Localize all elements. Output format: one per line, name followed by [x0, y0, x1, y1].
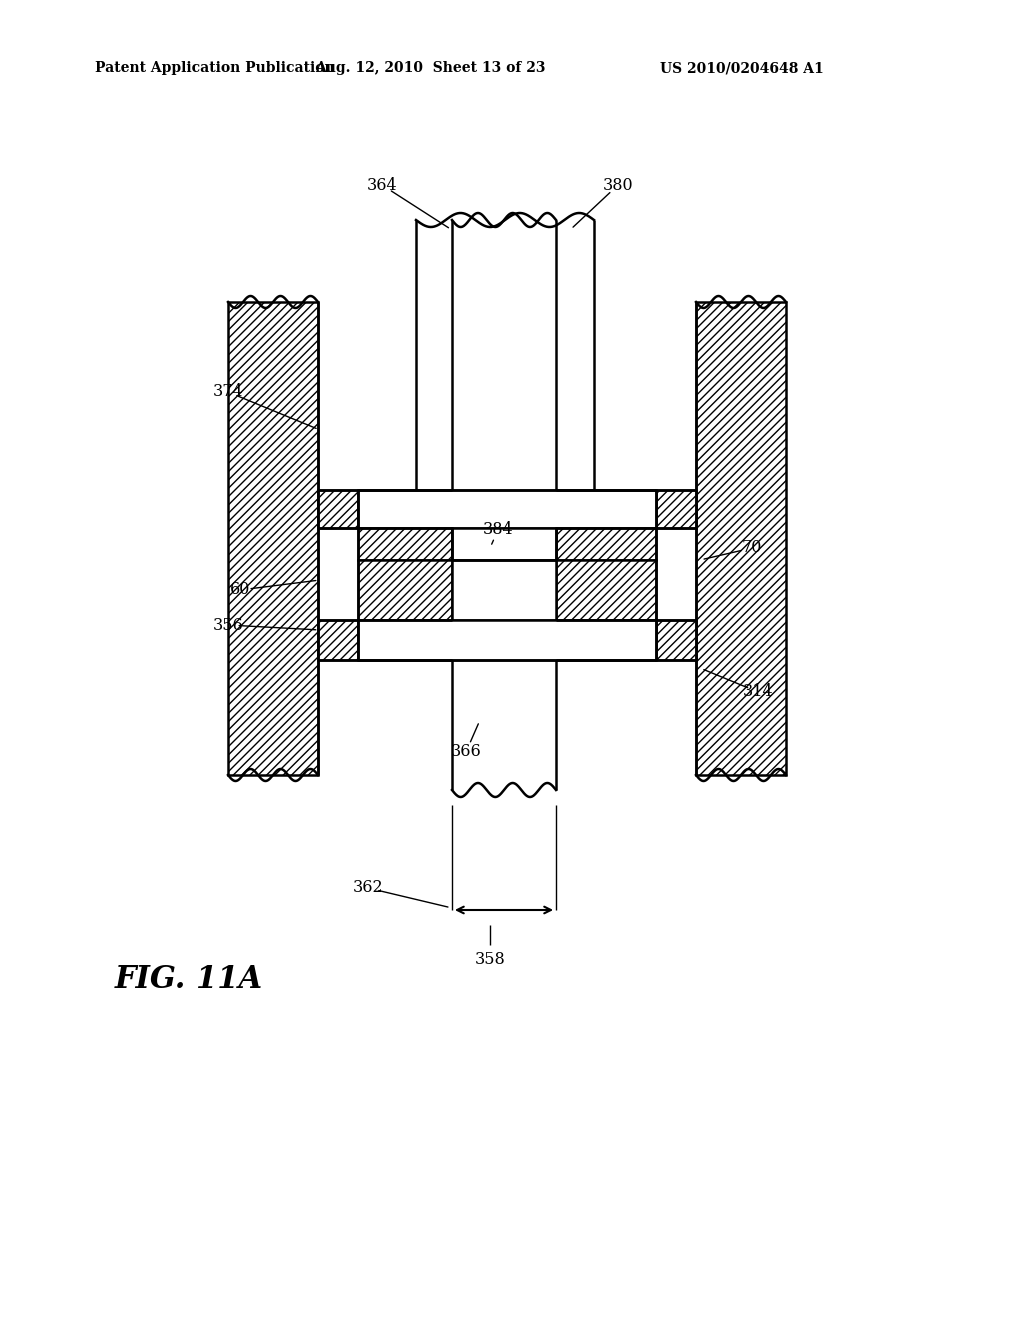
Bar	[228, 302, 318, 775]
Bar	[656, 490, 696, 528]
Bar	[358, 560, 452, 620]
Text: 356: 356	[213, 616, 244, 634]
Text: 380: 380	[603, 177, 633, 194]
Bar	[318, 490, 358, 528]
Bar	[656, 620, 696, 660]
Bar	[556, 528, 656, 560]
Text: 314: 314	[742, 684, 773, 701]
Bar	[452, 528, 556, 560]
Text: 384: 384	[482, 521, 513, 539]
Bar	[318, 620, 358, 660]
Text: 364: 364	[367, 177, 397, 194]
Text: 362: 362	[352, 879, 383, 896]
Text: 358: 358	[475, 952, 506, 969]
Bar	[358, 528, 452, 560]
Text: 374: 374	[213, 384, 244, 400]
Text: 366: 366	[451, 743, 481, 760]
Bar	[452, 560, 556, 620]
Bar	[556, 560, 656, 620]
Text: FIG. 11A: FIG. 11A	[115, 965, 263, 995]
Bar	[358, 490, 656, 528]
Text: Aug. 12, 2010  Sheet 13 of 23: Aug. 12, 2010 Sheet 13 of 23	[314, 61, 545, 75]
Bar	[358, 620, 656, 660]
Text: 70: 70	[741, 540, 762, 557]
Text: 60: 60	[229, 582, 250, 598]
Bar	[696, 302, 786, 775]
Text: US 2010/0204648 A1: US 2010/0204648 A1	[660, 61, 823, 75]
Text: Patent Application Publication: Patent Application Publication	[95, 61, 335, 75]
